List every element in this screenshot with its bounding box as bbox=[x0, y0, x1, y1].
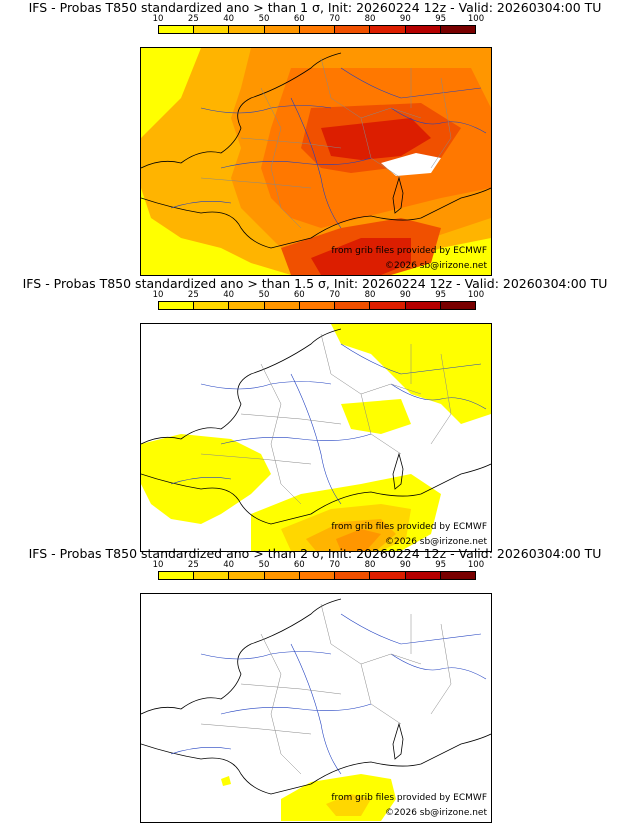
colorbar-label: 70 bbox=[329, 290, 341, 300]
coastline bbox=[141, 598, 491, 795]
colorbar-labels: 10 25 40 50 60 70 80 90 95 100 bbox=[153, 290, 485, 300]
credit-copyright: ©2026 sb@irizone.net bbox=[385, 808, 487, 818]
colorbar-label: 90 bbox=[399, 14, 411, 24]
colorbar-labels: 10 25 40 50 60 70 80 90 95 100 bbox=[153, 14, 485, 24]
colorbar-swatch bbox=[194, 26, 230, 33]
prob-field-orange-dark-med bbox=[336, 529, 381, 551]
probability-map: from grib files provided by ECMWF ©2026 … bbox=[140, 47, 492, 276]
map-canvas bbox=[141, 594, 491, 821]
colorbar-swatch bbox=[264, 302, 300, 309]
colorbar-swatch bbox=[159, 302, 195, 309]
colorbar-swatch bbox=[299, 572, 336, 579]
borders bbox=[200, 603, 452, 775]
panel-title: IFS - Probas T850 standardized ano > tha… bbox=[22, 276, 608, 291]
colorbar-label: 10 bbox=[152, 560, 164, 570]
colorbar-label: 100 bbox=[467, 560, 485, 570]
prob-field-yellow-med bbox=[281, 774, 396, 821]
colorbar-label: 95 bbox=[435, 560, 447, 570]
borders bbox=[200, 333, 452, 505]
colorbar-label: 80 bbox=[364, 560, 376, 570]
colorbar-swatch bbox=[335, 302, 371, 309]
colorbar-label: 95 bbox=[435, 290, 447, 300]
map-canvas bbox=[141, 324, 491, 551]
colorbar-label: 60 bbox=[293, 290, 305, 300]
probability-map: from grib files provided by ECMWF ©2026 … bbox=[140, 593, 492, 823]
map-panel-3: IFS - Probas T850 standardized ano > tha… bbox=[0, 546, 630, 823]
corsica-outline bbox=[392, 452, 404, 490]
colorbar-swatch bbox=[370, 26, 406, 33]
colorbar bbox=[158, 301, 476, 310]
colorbar-label: 90 bbox=[399, 560, 411, 570]
colorbar-swatch bbox=[299, 26, 336, 33]
colorbar-label: 50 bbox=[258, 290, 270, 300]
alps-low-prob bbox=[381, 153, 441, 176]
colorbar-swatch bbox=[405, 26, 441, 33]
colorbar-swatch bbox=[299, 302, 336, 309]
colorbar-swatch bbox=[159, 572, 195, 579]
colorbar-swatch bbox=[264, 26, 300, 33]
colorbar-label: 90 bbox=[399, 290, 411, 300]
colorbar-label: 95 bbox=[435, 14, 447, 24]
colorbar-swatch bbox=[229, 26, 265, 33]
colorbar-label: 25 bbox=[187, 560, 199, 570]
colorbar-swatch bbox=[440, 572, 475, 579]
coastline bbox=[141, 328, 491, 525]
colorbar-label: 100 bbox=[467, 290, 485, 300]
credit-copyright: ©2026 sb@irizone.net bbox=[385, 261, 487, 271]
colorbar-label: 40 bbox=[223, 290, 235, 300]
coastline bbox=[141, 52, 491, 249]
colorbar-swatch bbox=[440, 26, 475, 33]
colorbar-swatch bbox=[405, 572, 441, 579]
colorbar-swatch bbox=[370, 572, 406, 579]
colorbar-label: 10 bbox=[152, 290, 164, 300]
colorbar-swatch bbox=[440, 302, 475, 309]
colorbar-label: 80 bbox=[364, 290, 376, 300]
colorbar-label: 80 bbox=[364, 14, 376, 24]
colorbar-swatch bbox=[194, 302, 230, 309]
colorbar-label: 10 bbox=[152, 14, 164, 24]
prob-field-yellow-spot bbox=[221, 776, 231, 786]
corsica-outline bbox=[392, 176, 404, 214]
colorbar-swatch bbox=[194, 572, 230, 579]
map-canvas bbox=[141, 48, 491, 275]
colorbar-swatch bbox=[159, 26, 195, 33]
panel-title: IFS - Probas T850 standardized ano > tha… bbox=[28, 546, 602, 561]
corsica-outline bbox=[392, 722, 404, 760]
panel-title: IFS - Probas T850 standardized ano > tha… bbox=[28, 0, 602, 15]
colorbar-label: 25 bbox=[187, 290, 199, 300]
colorbar-swatch bbox=[335, 26, 371, 33]
probability-map: from grib files provided by ECMWF ©2026 … bbox=[140, 323, 492, 552]
credit-source: from grib files provided by ECMWF bbox=[331, 246, 487, 256]
colorbar-label: 70 bbox=[329, 560, 341, 570]
prob-field-yellow-alps bbox=[341, 399, 411, 434]
colorbar-swatch bbox=[335, 572, 371, 579]
prob-field-med-deep bbox=[311, 238, 411, 275]
colorbar-swatch bbox=[264, 572, 300, 579]
colorbar-label: 40 bbox=[223, 560, 235, 570]
colorbar-label: 50 bbox=[258, 14, 270, 24]
credit-source: from grib files provided by ECMWF bbox=[331, 522, 487, 532]
prob-field-yellow-sw bbox=[141, 434, 271, 524]
colorbar-labels: 10 25 40 50 60 70 80 90 95 100 bbox=[153, 560, 485, 570]
colorbar bbox=[158, 25, 476, 34]
colorbar-swatch bbox=[405, 302, 441, 309]
colorbar-label: 100 bbox=[467, 14, 485, 24]
colorbar bbox=[158, 571, 476, 580]
map-panel-2: IFS - Probas T850 standardized ano > tha… bbox=[0, 276, 630, 552]
colorbar-swatch bbox=[370, 302, 406, 309]
colorbar-swatch bbox=[229, 302, 265, 309]
colorbar-label: 25 bbox=[187, 14, 199, 24]
map-panel-1: IFS - Probas T850 standardized ano > tha… bbox=[0, 0, 630, 276]
colorbar-label: 60 bbox=[293, 560, 305, 570]
borders bbox=[200, 57, 452, 229]
prob-field-gold-med bbox=[326, 794, 371, 816]
credit-copyright: ©2026 sb@irizone.net bbox=[385, 537, 487, 547]
colorbar-label: 70 bbox=[329, 14, 341, 24]
colorbar-swatch bbox=[229, 572, 265, 579]
credit-source: from grib files provided by ECMWF bbox=[331, 793, 487, 803]
colorbar-label: 50 bbox=[258, 560, 270, 570]
colorbar-label: 60 bbox=[293, 14, 305, 24]
colorbar-label: 40 bbox=[223, 14, 235, 24]
prob-field-deep-red bbox=[321, 118, 431, 160]
